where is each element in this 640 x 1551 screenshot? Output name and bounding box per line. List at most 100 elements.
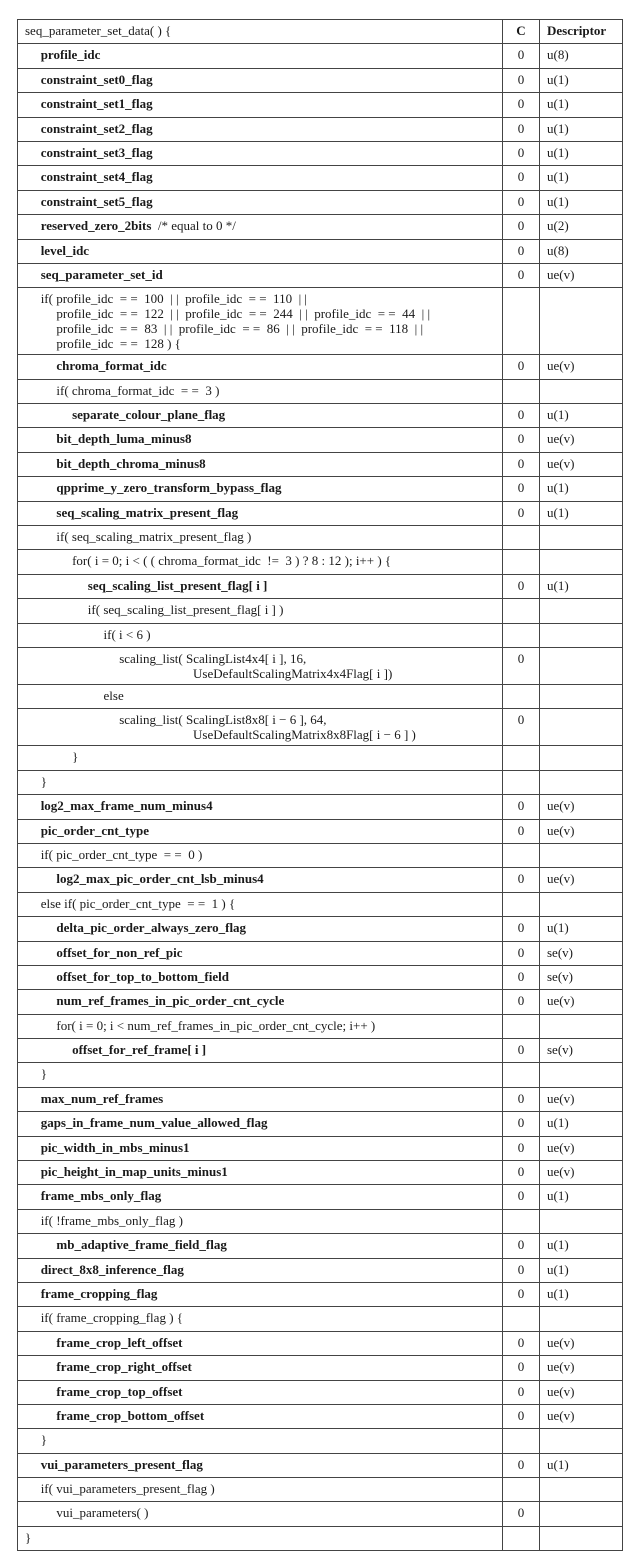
table-row: offset_for_top_to_bottom_field 0 se(v)	[17, 964, 623, 991]
category-cell: 0	[502, 189, 540, 216]
syntax-statement: profile_idc = = 128 ) {	[56, 336, 181, 352]
category-cell: 0	[502, 92, 540, 118]
category-cell	[502, 1525, 540, 1551]
category-cell	[502, 525, 540, 551]
category-cell: 0	[502, 403, 540, 429]
descriptor-cell: ue(v)	[539, 354, 623, 380]
descriptor-cell: u(1)	[539, 916, 623, 942]
table-row: reserved_zero_2bits /* equal to 0 */0 u(2…	[17, 214, 623, 240]
category-cell	[502, 745, 540, 771]
syntax-element-name: bit_depth_luma_minus8	[56, 431, 192, 447]
syntax-cell: offset_for_top_to_bottom_field	[17, 964, 503, 991]
syntax-statement: }	[40, 773, 47, 789]
syntax-element-name: reserved_zero_2bits	[40, 218, 152, 234]
syntax-statement: }	[40, 1432, 47, 1448]
syntax-statement: else	[103, 687, 124, 703]
syntax-element-name: mb_adaptive_frame_field_flag	[56, 1237, 227, 1253]
syntax-statement: if( vui_parameters_present_flag )	[40, 1481, 215, 1497]
syntax-cell: log2_max_pic_order_cnt_lsb_minus4	[17, 867, 503, 893]
category-cell: 0	[502, 476, 540, 502]
syntax-cell: seq_scaling_matrix_present_flag	[17, 500, 503, 527]
category-cell	[502, 1013, 540, 1040]
syntax-function-header: seq_parameter_set_data( ) {	[25, 23, 172, 38]
syntax-cell: max_num_ref_frames	[17, 1086, 503, 1113]
syntax-cell: frame_crop_top_offset	[17, 1379, 503, 1405]
table-row: if( seq_scaling_matrix_present_flag )	[17, 525, 623, 551]
category-cell: 0	[502, 1379, 540, 1405]
table-header-row: seq_parameter_set_data( ) { C Descriptor	[17, 18, 623, 45]
syntax-cell: }	[17, 745, 503, 771]
category-cell: 0	[502, 1233, 540, 1259]
syntax-cell: log2_max_frame_num_minus4	[17, 794, 503, 820]
table-row: seq_parameter_set_id 0 ue(v)	[17, 262, 623, 289]
syntax-element-name: constraint_set0_flag	[40, 71, 153, 87]
syntax-cell: frame_crop_bottom_offset	[17, 1403, 503, 1430]
table-row: vui_parameters_present_flag 0 u(1)	[17, 1452, 623, 1479]
descriptor-cell: ue(v)	[539, 1403, 623, 1430]
descriptor-cell	[539, 891, 623, 918]
table-row: bit_depth_luma_minus8 0 ue(v)	[17, 427, 623, 453]
descriptor-cell	[539, 1306, 623, 1332]
syntax-cell: scaling_list( ScalingList8x8[ i − 6 ], 6…	[17, 708, 503, 747]
syntax-cell: if( i < 6 )	[17, 622, 503, 648]
table-row: constraint_set2_flag 0 u(1)	[17, 116, 623, 142]
syntax-element-name: constraint_set5_flag	[40, 193, 153, 209]
table-row: constraint_set3_flag 0 u(1)	[17, 140, 623, 167]
syntax-element-name: pic_height_in_map_units_minus1	[40, 1164, 228, 1180]
syntax-element-name: max_num_ref_frames	[40, 1090, 164, 1106]
syntax-cell: if( vui_parameters_present_flag )	[17, 1477, 503, 1503]
descriptor-cell	[539, 1208, 623, 1235]
descriptor-cell	[539, 1525, 623, 1551]
syntax-cell: }	[17, 1525, 503, 1551]
category-cell: 0	[502, 214, 540, 240]
category-cell	[502, 683, 540, 710]
category-cell: 0	[502, 708, 540, 747]
descriptor-cell: u(1)	[539, 1281, 623, 1308]
syntax-table: seq_parameter_set_data( ) { C Descriptor…	[17, 18, 623, 1551]
category-cell: 0	[502, 116, 540, 142]
descriptor-cell: ue(v)	[539, 1379, 623, 1405]
syntax-cell: constraint_set5_flag	[17, 189, 503, 216]
syntax-cell: if( profile_idc = = 100 | | profile_idc …	[17, 287, 503, 356]
syntax-cell: if( seq_scaling_list_present_flag[ i ] )	[17, 598, 503, 624]
syntax-cell: mb_adaptive_frame_field_flag	[17, 1233, 503, 1259]
syntax-statement: else if( pic_order_cnt_type = = 1 ) {	[40, 895, 236, 911]
descriptor-cell	[539, 525, 623, 551]
descriptor-cell: u(1)	[539, 1184, 623, 1210]
descriptor-cell	[539, 287, 623, 356]
table-row: delta_pic_order_always_zero_flag 0 u(1)	[17, 916, 623, 942]
table-row: if( profile_idc = = 100 | | profile_idc …	[17, 287, 623, 356]
syntax-cell: seq_parameter_set_id	[17, 262, 503, 289]
descriptor-cell: u(1)	[539, 189, 623, 216]
table-row: seq_scaling_matrix_present_flag 0 u(1)	[17, 500, 623, 527]
syntax-cell: constraint_set1_flag	[17, 92, 503, 118]
descriptor-cell: u(1)	[539, 67, 623, 94]
descriptor-cell: se(v)	[539, 940, 623, 966]
syntax-element-name: frame_mbs_only_flag	[40, 1188, 162, 1204]
table-row: pic_width_in_mbs_minus1 0 ue(v)	[17, 1135, 623, 1162]
syntax-cell: for( i = 0; i < ( ( chroma_format_idc !=…	[17, 549, 503, 575]
table-row: seq_scaling_list_present_flag[ i ] 0 u(1)	[17, 573, 623, 600]
syntax-cell: frame_crop_right_offset	[17, 1355, 503, 1381]
table-row: if( i < 6 )	[17, 622, 623, 648]
table-row: scaling_list( ScalingList8x8[ i − 6 ], 6…	[17, 708, 623, 747]
descriptor-cell: ue(v)	[539, 1330, 623, 1357]
syntax-cell: vui_parameters_present_flag	[17, 1452, 503, 1479]
category-cell	[502, 378, 540, 405]
category-cell: 0	[502, 573, 540, 600]
category-cell	[502, 842, 540, 869]
descriptor-cell	[539, 1428, 623, 1454]
syntax-element-name: log2_max_pic_order_cnt_lsb_minus4	[56, 871, 264, 887]
syntax-element-name: constraint_set1_flag	[40, 96, 153, 112]
table-row: frame_crop_left_offset 0 ue(v)	[17, 1330, 623, 1357]
table-row: frame_crop_top_offset 0 ue(v)	[17, 1379, 623, 1405]
category-cell: 0	[502, 1501, 540, 1527]
table-row: bit_depth_chroma_minus8 0 ue(v)	[17, 451, 623, 478]
syntax-cell: }	[17, 1062, 503, 1088]
syntax-element-name: profile_idc	[40, 47, 101, 63]
syntax-cell: else if( pic_order_cnt_type = = 1 ) {	[17, 891, 503, 918]
descriptor-cell: ue(v)	[539, 262, 623, 289]
syntax-cell: scaling_list( ScalingList4x4[ i ], 16, Us…	[17, 646, 503, 685]
category-cell: 0	[502, 916, 540, 942]
table-row: for( i = 0; i < ( ( chroma_format_idc !=…	[17, 549, 623, 575]
